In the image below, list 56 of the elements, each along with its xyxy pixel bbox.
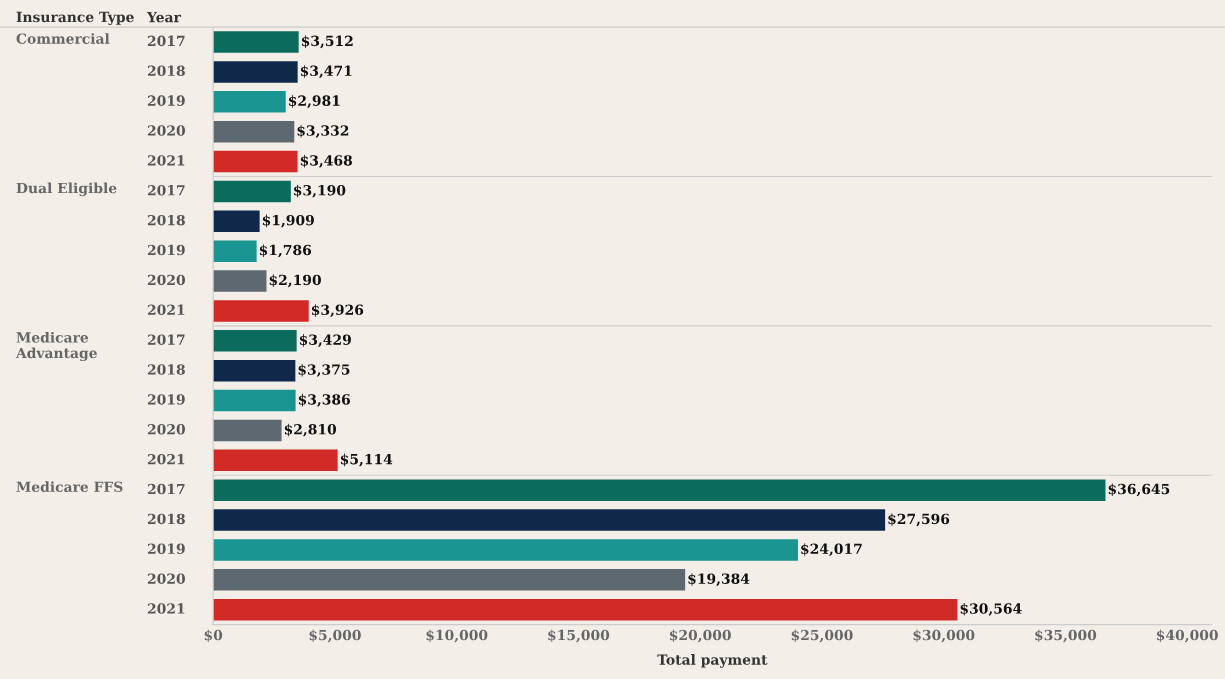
x-tick-label: $25,000 xyxy=(791,629,853,643)
data-label: $3,471 xyxy=(300,65,352,79)
x-tick-label: $10,000 xyxy=(426,629,488,643)
y-tick-label: Medicare FFS xyxy=(16,481,123,493)
legend-title: Year xyxy=(146,12,181,23)
data-label: $3,468 xyxy=(300,154,352,168)
text: 2021 xyxy=(147,304,185,316)
text: 2019 xyxy=(147,244,185,256)
x-axis-title: Total payment xyxy=(657,654,768,668)
text: 2020 xyxy=(147,573,185,584)
text: 2019 xyxy=(147,95,185,106)
text: 2021 xyxy=(147,155,185,166)
text: 2018 xyxy=(147,214,185,226)
text: 2018 xyxy=(147,364,185,375)
data-label: $1,909 xyxy=(262,214,314,228)
y-axis-title: Insurance Type xyxy=(16,11,134,26)
x-tick-label: $5,000 xyxy=(309,629,361,643)
data-label: $24,017 xyxy=(801,543,862,557)
data-label: $3,512 xyxy=(301,35,353,49)
data-label: $2,981 xyxy=(288,95,340,108)
data-label: $27,596 xyxy=(888,513,950,527)
data-label: $5,114 xyxy=(340,453,393,467)
text: 2017 xyxy=(147,35,185,47)
data-label: $36,645 xyxy=(1108,483,1170,497)
text: 2021 xyxy=(147,603,185,614)
data-label: $3,375 xyxy=(298,363,350,377)
text: 2019 xyxy=(147,394,185,405)
text: 2017 xyxy=(147,334,185,345)
text: 2020 xyxy=(147,125,185,136)
x-tick-label: $20,000 xyxy=(669,629,731,643)
data-label: $3,926 xyxy=(311,304,364,318)
text: 2019 xyxy=(147,543,185,555)
data-label: $3,429 xyxy=(299,334,351,347)
data-label: $3,190 xyxy=(294,184,346,198)
data-label: $2,190 xyxy=(269,274,321,288)
text: 2017 xyxy=(147,483,185,495)
data-label: $3,386 xyxy=(298,393,351,407)
x-tick-label: $15,000 xyxy=(548,629,610,643)
text: 2017 xyxy=(147,185,185,196)
data-label: $19,384 xyxy=(688,573,750,586)
text: 2020 xyxy=(147,424,185,435)
x-tick-label: $30,000 xyxy=(913,629,975,643)
text: 2021 xyxy=(147,453,185,465)
text: 2020 xyxy=(147,274,185,286)
y-tick-label: Medicare Advantage xyxy=(15,331,97,362)
x-tick-label: $35,000 xyxy=(1035,629,1097,643)
y-tick-label: Commercial xyxy=(16,33,110,44)
data-label: $1,786 xyxy=(259,244,312,258)
x-tick-label: $0 xyxy=(204,629,223,643)
x-tick-label: $40,000 xyxy=(1157,629,1218,643)
text: 2018 xyxy=(147,65,185,76)
data-label: $3,332 xyxy=(297,124,349,138)
y-tick-label: Dual Eligible xyxy=(16,182,117,197)
data-label: $2,810 xyxy=(284,423,337,437)
data-label: $30,564 xyxy=(960,603,1022,616)
text: 2018 xyxy=(147,513,185,525)
